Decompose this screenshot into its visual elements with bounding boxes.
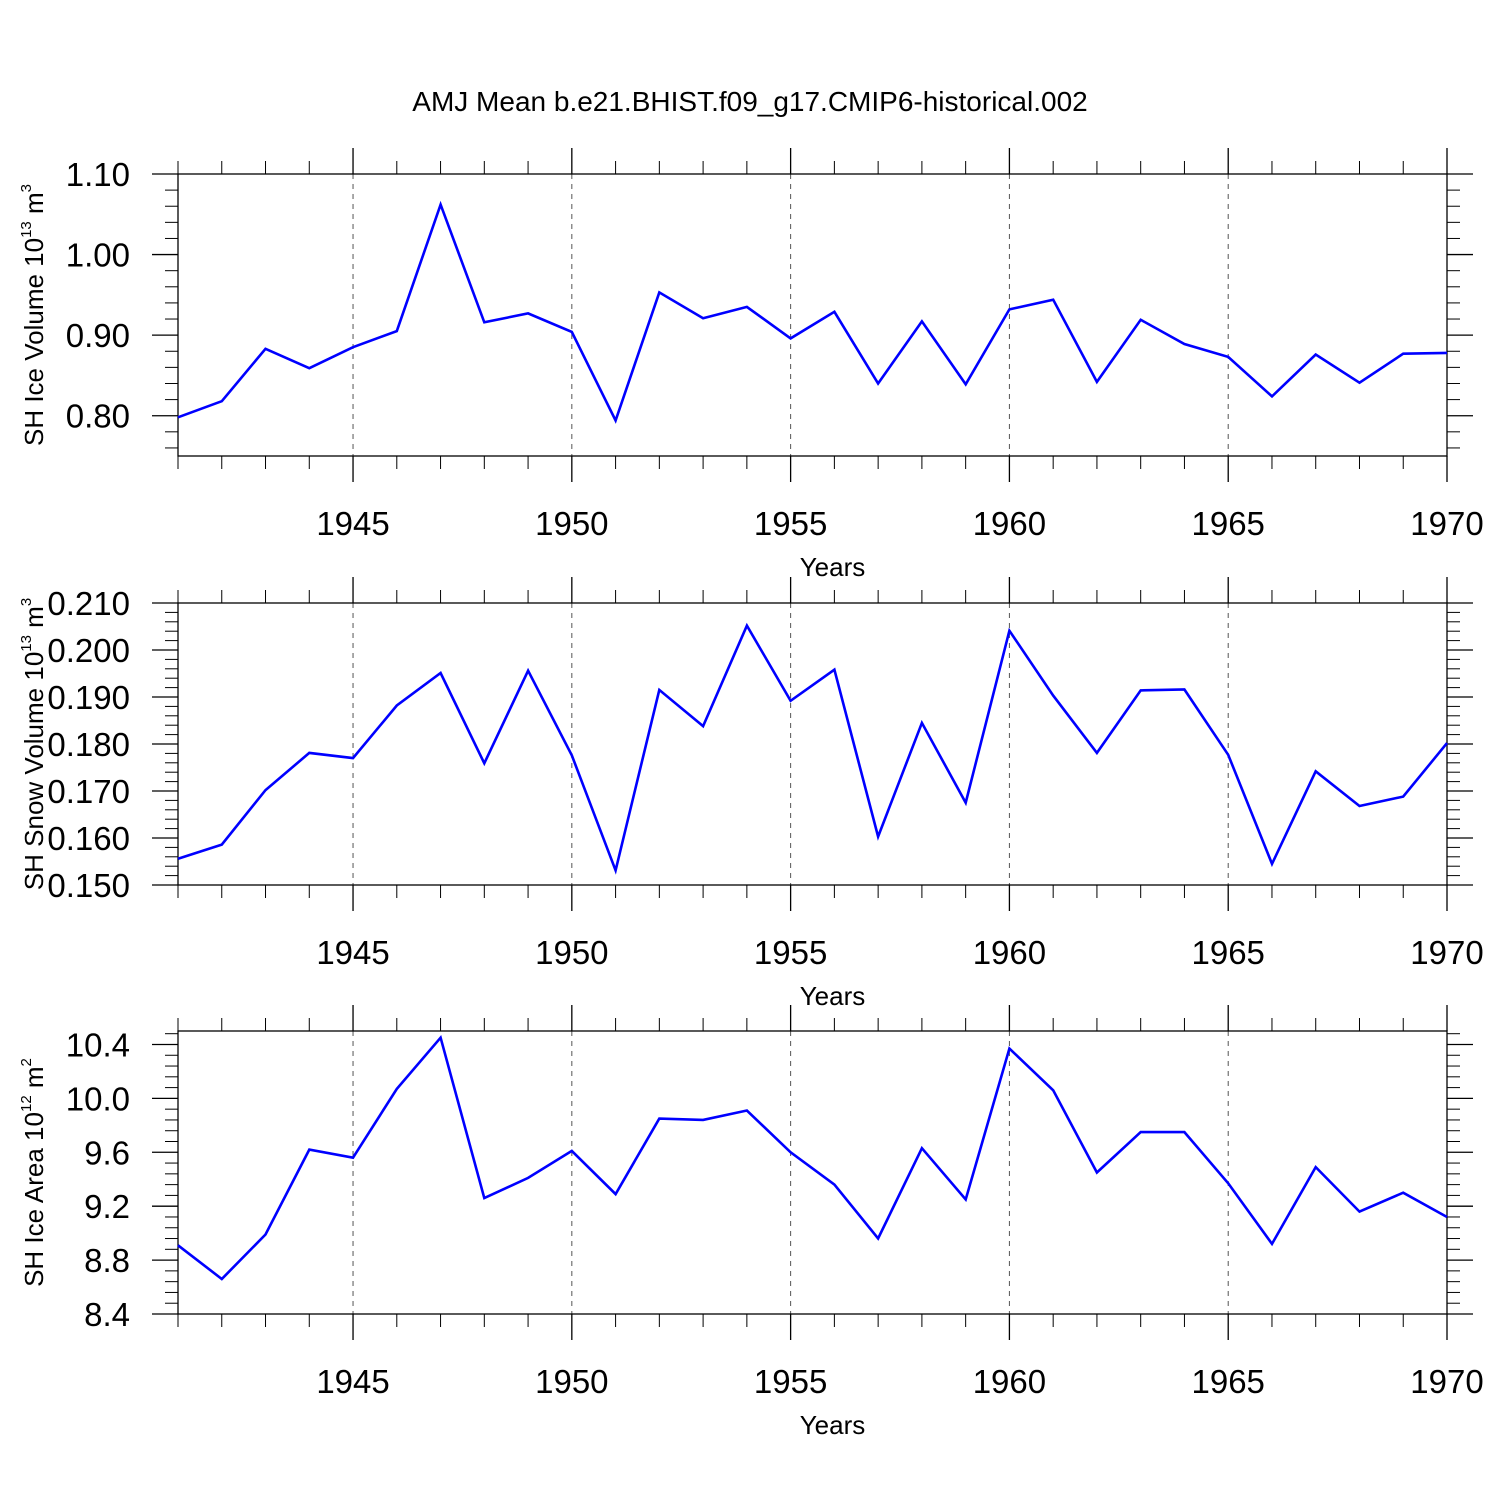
y-tick-label: 0.170: [47, 773, 130, 810]
y-tick-label: 9.2: [84, 1188, 130, 1225]
y-tick-label: 0.80: [66, 398, 130, 435]
x-tick-label: 1970: [1410, 934, 1483, 971]
chart-panel-3: 1945 1950 1955 1960 1965 1970 8.4 8.8 9.2 9.6 10.0…: [18, 1005, 1484, 1440]
y-tick-label: 0.90: [66, 317, 130, 354]
x-tick-label: 1945: [316, 1363, 389, 1400]
x-tick-label: 1965: [1191, 505, 1264, 542]
x-tick-label: 1950: [535, 1363, 608, 1400]
y-tick-label: 0.200: [47, 632, 130, 669]
y-axis-title: SH Snow Volume 1013 m3: [18, 598, 49, 890]
x-tick-label: 1960: [973, 934, 1046, 971]
plot-frame: [177, 1030, 1448, 1315]
x-tick-label: 1955: [754, 505, 827, 542]
chart-panel-1: 1945 1950 1955 1960 1965 1970 0.80 0.90 1.00 1.10…: [18, 148, 1484, 582]
y-tick-label: 8.4: [84, 1296, 130, 1333]
y-tick-label: 0.210: [47, 585, 130, 622]
y-tick-label: 0.150: [47, 867, 130, 904]
figure-title: AMJ Mean b.e21.BHIST.f09_g17.CMIP6-histo…: [412, 86, 1087, 117]
x-tick-label: 1955: [754, 934, 827, 971]
y-tick-label: 0.190: [47, 679, 130, 716]
x-axis-title: Years: [800, 552, 866, 582]
y-tick-label: 0.160: [47, 820, 130, 857]
x-axis-title: Years: [800, 981, 866, 1011]
x-tick-label: 1950: [535, 505, 608, 542]
x-tick-label: 1965: [1191, 934, 1264, 971]
series-line: [177, 200, 1448, 424]
x-tick-label: 1945: [316, 934, 389, 971]
x-tick-label: 1960: [973, 1363, 1046, 1400]
y-tick-label: 1.10: [66, 156, 130, 193]
y-tick-label: 10.4: [66, 1026, 130, 1063]
x-tick-label: 1945: [316, 505, 389, 542]
plot-frame: [177, 173, 1448, 457]
y-tick-label: 10.0: [66, 1080, 130, 1117]
panels: 1945 1950 1955 1960 1965 1970 0.80 0.90 1.00 1.10…: [18, 148, 1484, 1440]
chart-panel-2: 1945 1950 1955 1960 1965 1970 0.150 0.160 0.170 0…: [18, 577, 1484, 1011]
y-tick-label: 1.00: [66, 237, 130, 274]
series-line: [177, 622, 1449, 875]
x-tick-label: 1970: [1410, 1363, 1483, 1400]
plot-frame: [177, 602, 1448, 886]
x-axis-title: Years: [800, 1410, 866, 1440]
y-tick-label: 9.6: [84, 1134, 130, 1171]
y-tick-label: 8.8: [84, 1242, 130, 1279]
x-tick-label: 1960: [973, 505, 1046, 542]
x-tick-label: 1970: [1410, 505, 1483, 542]
y-axis-title: SH Ice Area 1012 m2: [18, 1058, 49, 1287]
x-tick-label: 1955: [754, 1363, 827, 1400]
y-tick-label: 0.180: [47, 726, 130, 763]
series-line: [177, 1034, 1448, 1281]
x-tick-label: 1950: [535, 934, 608, 971]
y-axis-title: SH Ice Volume 1013 m3: [18, 184, 49, 446]
x-tick-label: 1965: [1191, 1363, 1264, 1400]
